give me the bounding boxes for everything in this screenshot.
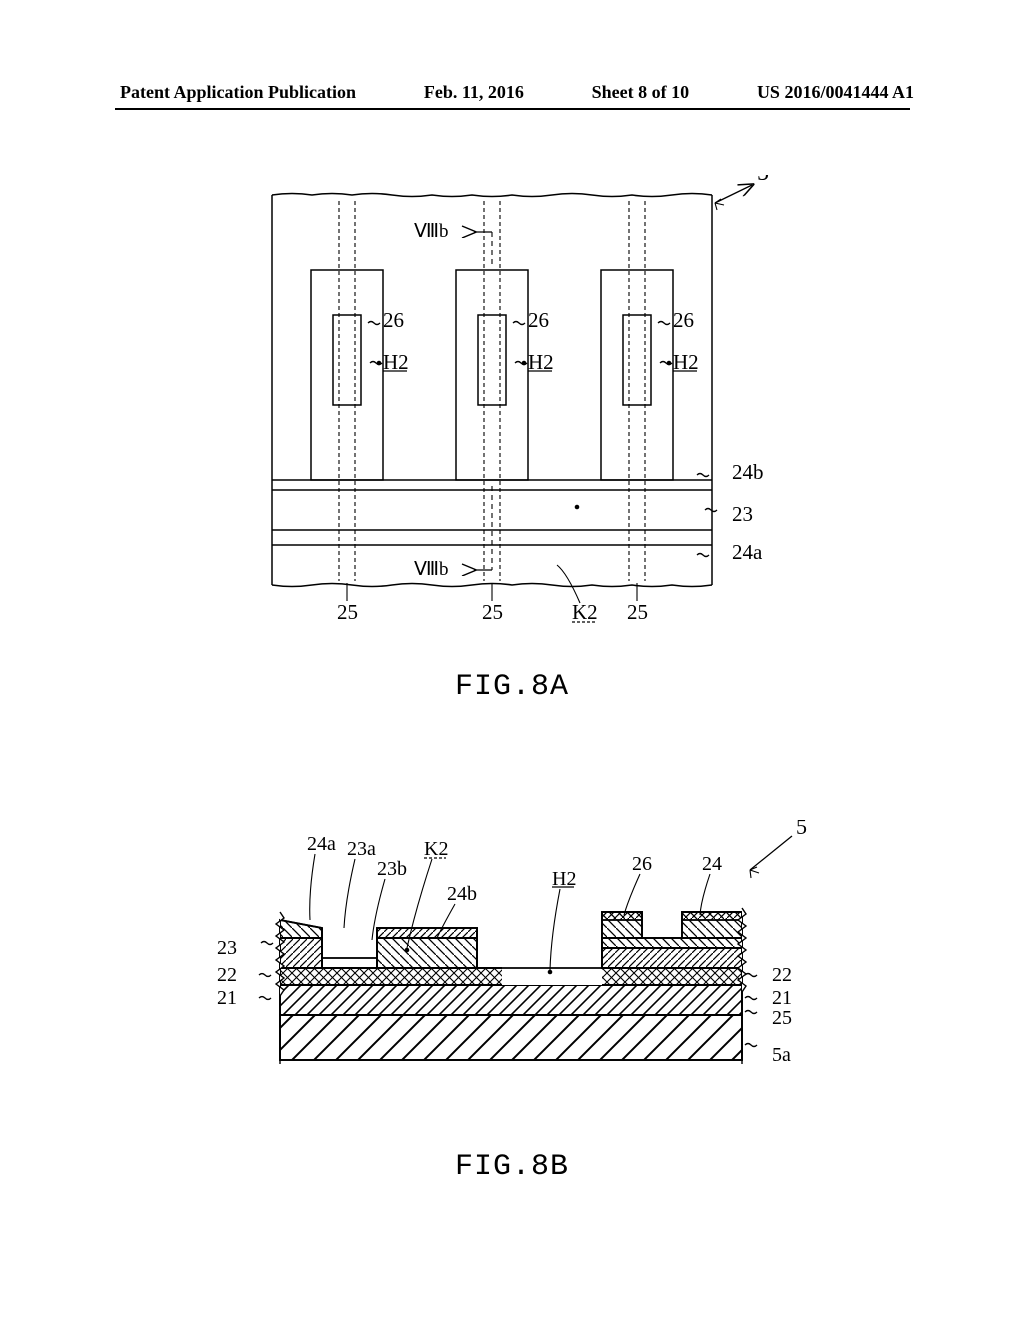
svg-text:26: 26 [528,308,549,332]
svg-text:22: 22 [772,964,792,986]
pub-number: US 2016/0041444 A1 [757,82,914,103]
pub-type: Patent Application Publication [120,82,356,103]
svg-text:26: 26 [632,853,652,875]
figure-8b: 24a23a23bK224bH226242322212221255a5 [0,820,1024,1180]
svg-text:K2: K2 [424,838,448,860]
svg-text:23a: 23a [347,838,376,860]
svg-text:25: 25 [337,600,358,624]
svg-text:25: 25 [482,600,503,624]
svg-text:23b: 23b [377,858,407,880]
svg-text:23: 23 [217,937,237,959]
svg-text:24: 24 [702,853,722,875]
svg-text:22: 22 [217,964,237,986]
header-rule [115,108,910,110]
svg-text:26: 26 [383,308,404,332]
svg-text:23: 23 [732,502,753,526]
page-header: Patent Application Publication Feb. 11, … [0,82,1024,103]
svg-text:K2: K2 [572,600,598,624]
svg-text:25: 25 [772,1007,792,1029]
svg-text:24b: 24b [732,460,764,484]
svg-text:Ⅷb: Ⅷb [414,221,449,242]
figure-8a: 26H22526H22526H225ⅧbⅧbK224b2324a5 [0,175,1024,695]
svg-text:24b: 24b [447,883,477,905]
figure-8b-label: FIG.8B [455,1150,569,1184]
svg-text:21: 21 [772,987,792,1009]
figure-8a-label: FIG.8A [455,670,569,704]
svg-text:5: 5 [796,820,807,839]
svg-text:24a: 24a [307,833,336,855]
svg-text:26: 26 [673,308,694,332]
sheet-num: Sheet 8 of 10 [592,82,690,103]
svg-text:5: 5 [757,175,769,186]
pub-date: Feb. 11, 2016 [424,82,524,103]
svg-text:24a: 24a [732,540,763,564]
svg-text:25: 25 [627,600,648,624]
svg-text:5a: 5a [772,1044,791,1066]
svg-text:Ⅷb: Ⅷb [414,559,449,580]
svg-text:21: 21 [217,987,237,1009]
